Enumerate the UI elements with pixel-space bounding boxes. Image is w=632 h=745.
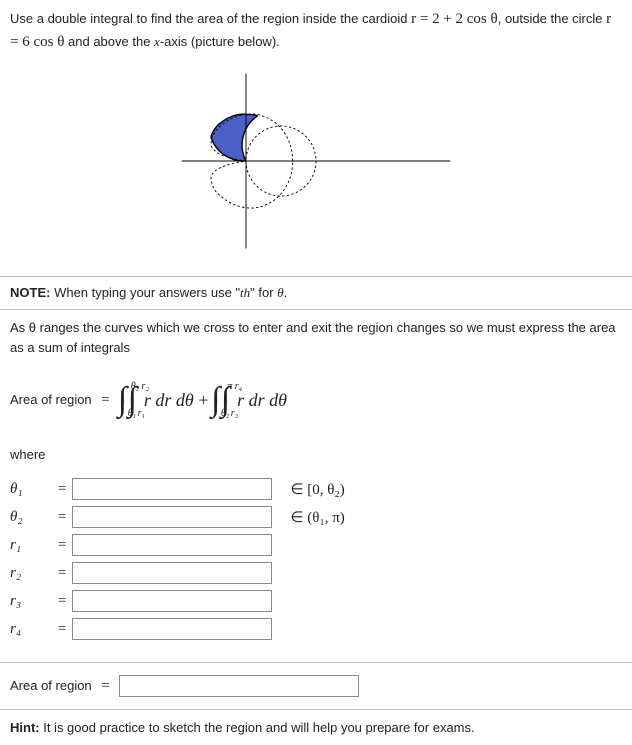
input-theta2[interactable] [72, 506, 272, 528]
problem-suffix: and above the [68, 34, 154, 49]
eq-sign: = [58, 481, 66, 498]
area-label: Area of region = [10, 392, 116, 409]
note-suffix: " for [250, 285, 277, 300]
row-r2: r₂ = [10, 562, 622, 584]
label-r1: r₁ [10, 537, 52, 554]
eq-sign: = [58, 565, 66, 582]
label-r4: r₄ [10, 621, 52, 638]
eq-sign: = [58, 621, 66, 638]
input-theta1[interactable] [72, 478, 272, 500]
problem-statement: Use a double integral to find the area o… [0, 0, 632, 277]
row-theta2: θ₂ = ∈ (θ₁, π) [10, 506, 622, 528]
final-area-row: Area of region = [0, 663, 632, 710]
note-label: NOTE: [10, 285, 50, 300]
problem-end: -axis (picture below). [160, 34, 280, 49]
input-r1[interactable] [72, 534, 272, 556]
label-r3: r₃ [10, 593, 52, 610]
where-label: where [10, 447, 622, 462]
row-r1: r₁ = [10, 534, 622, 556]
note-prefix: When typing your answers use " [50, 285, 240, 300]
where-block: where θ₁ = ∈ [0, θ₂) θ₂ = ∈ (θ₁, π) r₁ =… [0, 437, 632, 663]
integral-expression: ∫θ₂θ₁ ∫r₂r₁ r dr dθ + ∫πθ₂ ∫r₄r₃ r dr dθ [120, 383, 287, 417]
constraint-theta2: ∈ (θ₁, π) [290, 508, 344, 527]
input-r4[interactable] [72, 618, 272, 640]
label-r2: r₂ [10, 565, 52, 582]
eq-sign: = [58, 509, 66, 526]
label-theta1: θ₁ [10, 481, 52, 498]
note-period: . [284, 285, 288, 300]
problem-text: Use a double integral to find the area o… [10, 8, 622, 53]
row-r3: r₃ = [10, 590, 622, 612]
hint-text: It is good practice to sketch the region… [40, 720, 475, 735]
problem-prefix: Use a double integral to find the area o… [10, 11, 411, 26]
area-formula-row: Area of region = ∫θ₂θ₁ ∫r₂r₁ r dr dθ + ∫… [0, 371, 632, 437]
hint-label: Hint: [10, 720, 40, 735]
problem-mid: , outside the circle [498, 11, 606, 26]
input-r2[interactable] [72, 562, 272, 584]
row-theta1: θ₁ = ∈ [0, θ₂) [10, 478, 622, 500]
label-theta2: θ₂ [10, 509, 52, 526]
final-area-label: Area of region = [10, 678, 116, 695]
note-th: th [240, 285, 250, 300]
eq-cardioid: r = 2 + 2 cos θ [411, 11, 498, 27]
eq-sign: = [58, 537, 66, 554]
figure-container [10, 53, 622, 268]
polar-figure [176, 61, 456, 261]
constraint-theta1: ∈ [0, θ₂) [290, 480, 344, 499]
setup-section: As θ ranges the curves which we cross to… [0, 310, 632, 371]
input-r3[interactable] [72, 590, 272, 612]
row-r4: r₄ = [10, 618, 622, 640]
hint-row: Hint: It is good practice to sketch the … [0, 710, 632, 745]
eq-sign: = [58, 593, 66, 610]
explain-text: As θ ranges the curves which we cross to… [10, 318, 622, 357]
input-area[interactable] [119, 675, 359, 697]
note-section: NOTE: When typing your answers use "th" … [0, 277, 632, 310]
